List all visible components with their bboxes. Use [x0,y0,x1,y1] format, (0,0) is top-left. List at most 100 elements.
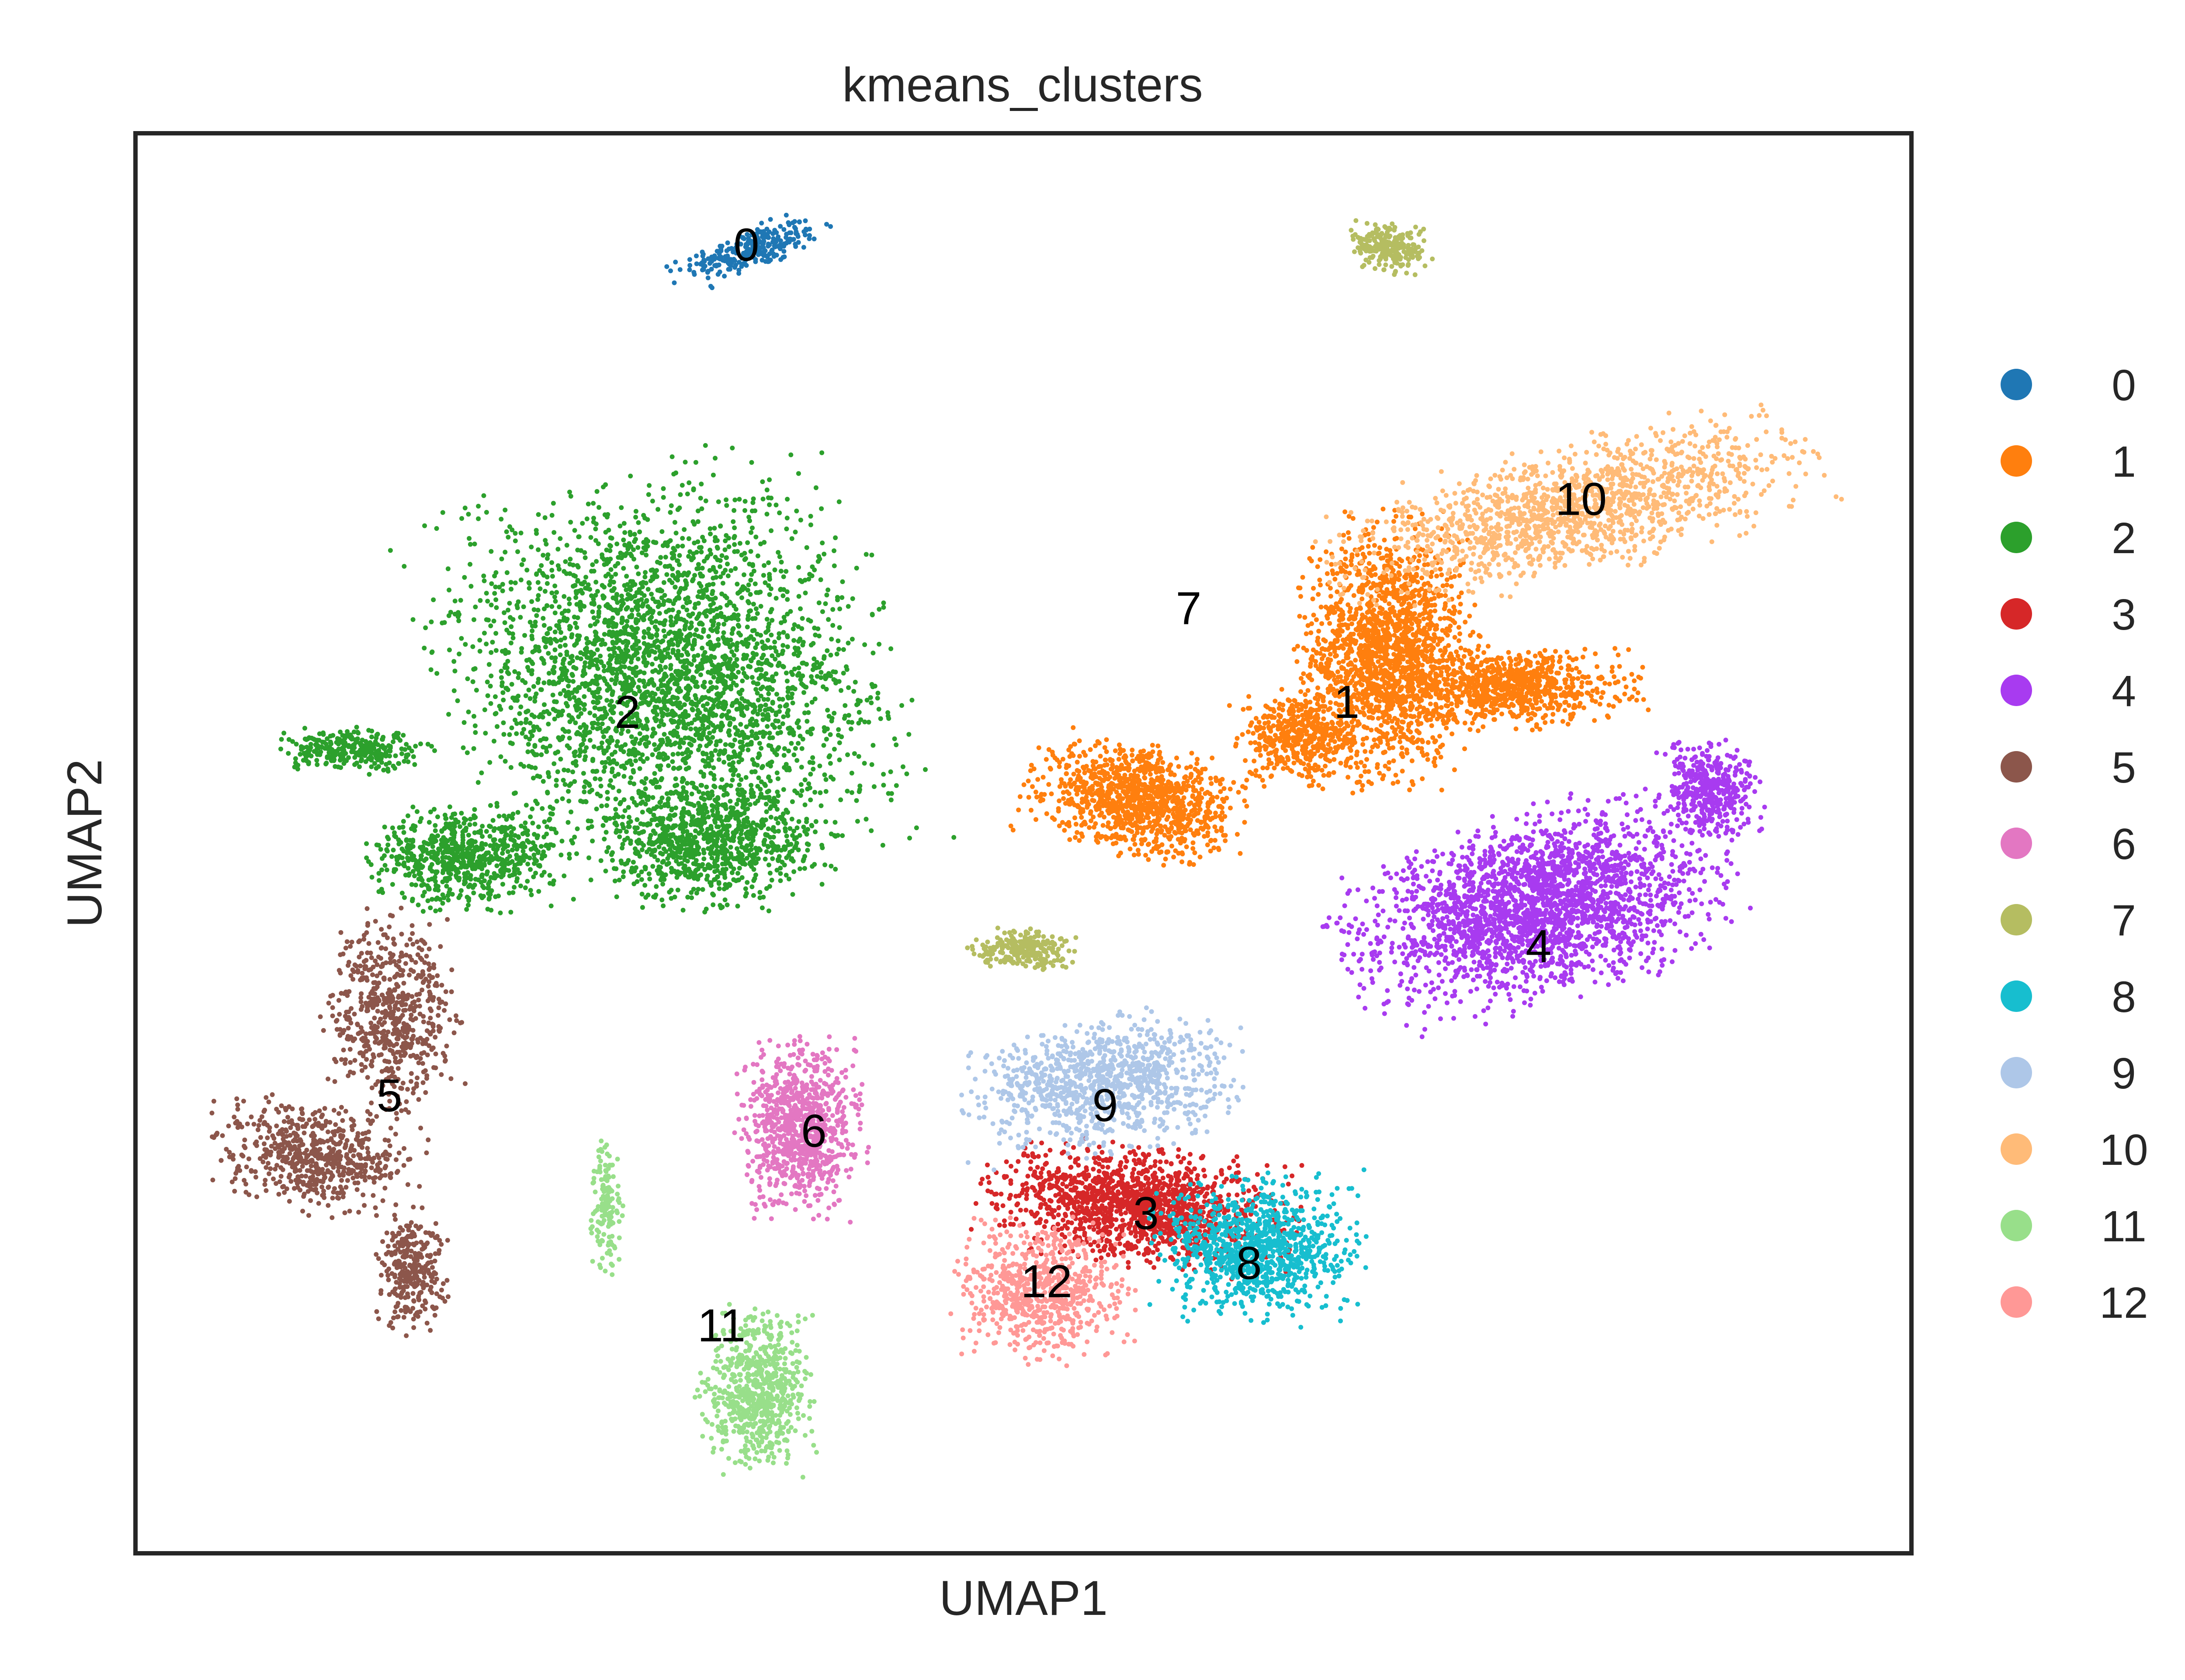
scatter-point [1026,795,1031,800]
scatter-point [771,236,776,241]
scatter-point [1288,742,1293,748]
scatter-point [1080,790,1086,795]
scatter-point [1185,816,1190,821]
scatter-point [1444,582,1450,588]
scatter-point [1050,815,1055,821]
scatter-point [1537,651,1543,656]
scatter-point [1579,684,1584,689]
scatter-point [708,531,713,537]
scatter-point [1272,738,1277,743]
scatter-point [1064,771,1069,776]
scatter-point [1150,796,1155,801]
scatter-point [1335,734,1341,740]
scatter-point [1234,741,1239,747]
scatter-point [1256,720,1262,725]
scatter-point [1331,610,1336,615]
scatter-point [1311,720,1316,725]
scatter-point [1210,795,1215,800]
scatter-point [1425,757,1430,762]
scatter-point [1075,776,1080,781]
scatter-point [776,234,781,239]
scatter-point [1422,595,1427,600]
scatter-point [1452,635,1457,640]
scatter-point [721,622,727,627]
scatter-point [1458,602,1463,607]
scatter-point [1553,692,1558,697]
scatter-point [755,227,760,232]
scatter-point [749,239,754,244]
scatter-point [1519,710,1524,716]
scatter-point [686,765,691,770]
scatter-point [1292,742,1297,748]
scatter-point [1030,784,1035,789]
scatter-point [1102,745,1107,750]
scatter-point [423,625,428,630]
scatter-point [1450,618,1455,623]
scatter-point [1350,516,1356,521]
scatter-point [708,680,713,685]
scatter-point [1114,765,1119,770]
scatter-point [753,534,759,540]
scatter-point [1016,807,1021,813]
scatter-point [1268,735,1273,741]
scatter-point [1116,783,1121,788]
scatter-point [1623,684,1629,689]
scatter-point [1406,676,1411,682]
scatter-point [1456,698,1461,703]
scatter-point [1422,582,1427,586]
scatter-point [1136,852,1141,857]
scatter-point [1328,726,1334,731]
scatter-point [481,573,486,578]
scatter-point [1296,731,1301,737]
scatter-point [1512,684,1517,689]
scatter-point [833,535,838,540]
scatter-point [1335,589,1340,594]
scatter-point [1123,821,1128,826]
scatter-point [1526,650,1531,655]
scatter-point [1189,751,1194,756]
scatter-point [766,235,771,240]
scatter-point [1455,653,1460,658]
scatter-point [1358,773,1363,779]
scatter-point [1511,691,1516,696]
scatter-point [1186,801,1192,807]
scatter-point [714,249,720,254]
scatter-point [1355,749,1360,755]
scatter-point [1616,652,1621,658]
scatter-point [1295,644,1300,649]
scatter-point [1451,717,1456,722]
scatter-point [767,731,772,736]
scatter-point [1100,803,1106,808]
scatter-point [1371,607,1377,613]
scatter-point [1103,758,1108,762]
scatter-point [1474,684,1480,689]
scatter-point [1394,732,1399,737]
scatter-point [1471,630,1476,635]
scatter-point [1582,675,1588,680]
scatter-point [1456,625,1461,630]
scatter-point [1533,653,1538,658]
scatter-point [1099,799,1104,804]
scatter-point [1316,641,1321,647]
scatter-point [1165,814,1171,820]
scatter-point [1157,850,1162,855]
scatter-point [1374,642,1380,648]
scatter-point [1467,727,1473,732]
scatter-point [1335,604,1340,610]
scatter-point [1111,800,1117,805]
scatter-point [677,267,683,272]
scatter-point [1404,747,1409,752]
scatter-point [1412,714,1417,719]
scatter-point [1523,684,1529,689]
scatter-point [1096,741,1102,746]
scatter-point [1328,651,1333,657]
scatter-point [1390,725,1395,730]
scatter-point [724,248,729,253]
scatter-point [1186,821,1191,827]
scatter-point [1465,676,1470,682]
scatter-point [1439,787,1444,793]
scatter-point [1530,727,1535,733]
scatter-point [1056,808,1061,814]
scatter-point [1409,758,1415,763]
scatter-point [1440,583,1446,589]
